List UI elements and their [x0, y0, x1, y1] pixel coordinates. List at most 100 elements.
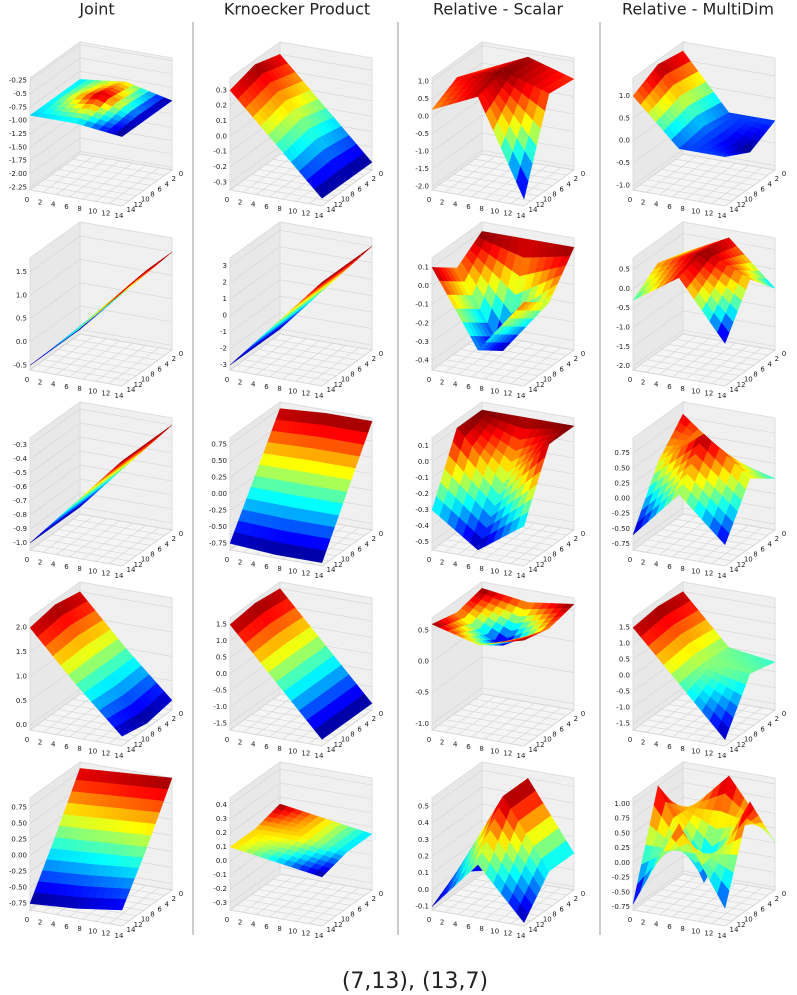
y-tick-label: 8 [552, 911, 556, 919]
y-tick-label: 0 [379, 170, 383, 178]
grid-line [661, 529, 754, 546]
x-tick-label: 4 [654, 201, 659, 209]
grid-line [431, 132, 575, 170]
y-tick-label: 0 [581, 170, 585, 178]
x-tick-label: 2 [238, 198, 242, 206]
z-tick-label: -0.1 [213, 871, 227, 879]
x-tick-label: 2 [238, 378, 242, 386]
x-tick-label: 4 [453, 201, 458, 209]
z-tick-label: -0.3 [213, 178, 227, 186]
grid-line [439, 544, 532, 562]
y-tick-label: 14 [529, 386, 538, 394]
grid-line [108, 527, 160, 564]
x-tick-label: 6 [466, 383, 471, 391]
surface-patch [515, 301, 529, 311]
z-tick-label: 0 [223, 312, 227, 320]
z-tick-label: 0.25 [211, 474, 227, 482]
x-tick-label: 14 [115, 212, 124, 220]
grid-line [308, 347, 360, 384]
z-tick-label: -2.00 [9, 170, 27, 178]
grid-line [44, 539, 137, 557]
z-tick-label: -0.75 [9, 900, 27, 908]
grid-line [431, 369, 525, 387]
grid-line [446, 539, 539, 557]
x-tick-label: 14 [315, 572, 324, 580]
grid-line [37, 364, 130, 382]
grid-line [321, 349, 373, 387]
x-tick-label: 12 [503, 390, 512, 398]
x-tick-label: 4 [251, 381, 256, 389]
z-tick-label: -0.5 [213, 686, 227, 694]
grid-line [56, 518, 107, 555]
z-tick-label: 0.50 [614, 464, 630, 472]
z-tick-label: -0.75 [209, 539, 227, 547]
z-tick-label: 0.0 [418, 113, 429, 121]
y-tick-label: 4 [164, 720, 169, 728]
grid-line [724, 349, 776, 387]
x-tick-label: 0 [628, 736, 632, 744]
x-tick-label: 4 [453, 741, 458, 749]
y-tick-label: 6 [559, 905, 564, 913]
grid-line [95, 345, 146, 382]
z-tick-label: -0.4 [415, 522, 429, 530]
x-tick-label: 12 [503, 930, 512, 938]
z-tick-label: 0.75 [614, 815, 630, 823]
y-tick-label: 8 [150, 911, 154, 919]
y-tick-label: 10 [543, 376, 552, 384]
z-tick-label: 0.1 [418, 869, 429, 877]
z-tick-label: -3 [220, 361, 227, 369]
y-tick-label: 14 [127, 386, 136, 394]
x-tick-label: 4 [453, 921, 458, 929]
grid-line [672, 160, 723, 198]
grid-line [65, 523, 158, 541]
z-tick-label: 1.5 [216, 621, 227, 629]
y-tick-label: 12 [134, 561, 143, 569]
x-tick-label: 4 [51, 561, 56, 569]
grid-line [431, 150, 575, 187]
z-tick-label: -1.25 [9, 130, 27, 138]
y-tick-label: 6 [760, 185, 765, 193]
y-tick-label: 14 [529, 206, 538, 214]
grid-line [471, 340, 522, 378]
z-tick-label: -0.2 [213, 163, 227, 171]
grid-line [237, 184, 330, 202]
grid-line [269, 340, 320, 378]
column-title: Krnoecker Product [224, 0, 370, 19]
grid-line [685, 342, 736, 380]
x-tick-label: 6 [264, 743, 269, 751]
surface-patch [314, 279, 327, 290]
y-tick-label: 6 [157, 365, 162, 373]
z-tick-label: -0.1 [415, 301, 429, 309]
grid-line [229, 189, 323, 207]
x-tick-label: 10 [288, 567, 297, 575]
x-tick-label: 2 [440, 198, 444, 206]
x-tick-label: 12 [301, 570, 310, 578]
y-tick-label: 6 [157, 725, 162, 733]
grid-line [510, 167, 562, 204]
z-tick-label: 1.0 [418, 78, 429, 86]
y-tick-label: 0 [782, 350, 786, 358]
grid-line [242, 156, 294, 193]
x-tick-label: 0 [225, 736, 229, 744]
y-tick-label: 10 [341, 376, 350, 384]
x-tick-label: 6 [667, 203, 672, 211]
surface-patch [516, 166, 529, 200]
y-tick-label: 2 [172, 715, 176, 723]
x-tick-label: 14 [315, 212, 324, 220]
x-tick-label: 0 [25, 376, 29, 384]
x-tick-label: 4 [51, 921, 56, 929]
x-tick-label: 6 [264, 563, 269, 571]
y-tick-label: 6 [357, 365, 362, 373]
x-tick-label: 2 [641, 738, 645, 746]
x-tick-label: 12 [704, 930, 713, 938]
y-tick-label: 0 [782, 170, 786, 178]
y-tick-label: 0 [179, 710, 183, 718]
grid-line [229, 549, 323, 567]
x-tick-label: 6 [64, 563, 69, 571]
y-tick-label: 14 [529, 746, 538, 754]
x-tick-label: 12 [704, 390, 713, 398]
y-tick-label: 8 [753, 371, 757, 379]
y-tick-label: 4 [767, 540, 772, 548]
x-tick-label: 4 [654, 741, 659, 749]
